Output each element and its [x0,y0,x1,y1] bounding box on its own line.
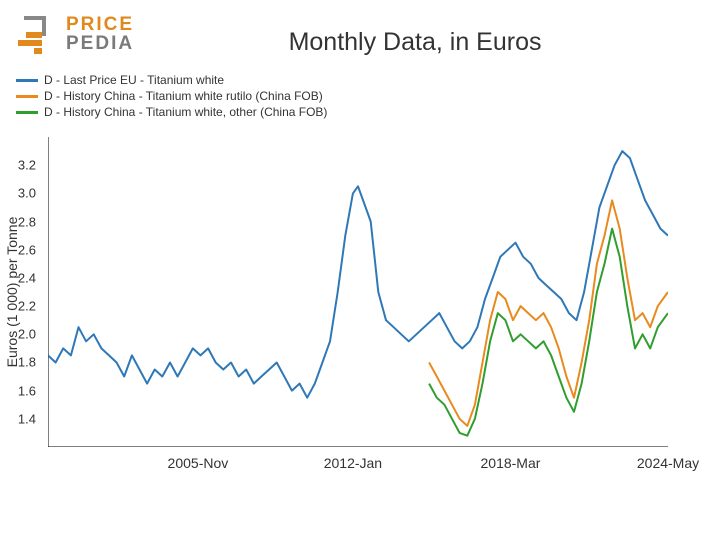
legend-item: D - Last Price EU - Titanium white [16,73,696,87]
legend-swatch [16,95,38,98]
legend-item: D - History China - Titanium white, othe… [16,105,696,119]
y-tick-label: 3.2 [18,158,40,173]
series-china-other [429,229,668,436]
x-tick-label: 2012-Jan [324,455,382,471]
legend-item: D - History China - Titanium white rutil… [16,89,696,103]
y-tick-label: 1.8 [18,355,40,370]
y-tick-label: 2.4 [18,270,40,285]
series-china-rutilo [429,200,668,426]
header: PRICE PEDIA Monthly Data, in Euros [0,0,712,57]
legend-swatch [16,79,38,82]
legend-label: D - History China - Titanium white rutil… [44,89,323,103]
legend-label: D - History China - Titanium white, othe… [44,105,327,119]
logo-line1: PRICE [66,15,134,34]
y-tick-label: 1.6 [18,383,40,398]
series-eu [48,151,668,398]
y-tick-label: 2.8 [18,214,40,229]
logo-line2: PEDIA [66,34,134,53]
x-tick-label: 2024-May [637,455,699,471]
y-tick-label: 2.6 [18,242,40,257]
chart-area: Euros (1 000) per Tonne 1.41.61.82.02.22… [48,137,668,447]
legend-label: D - Last Price EU - Titanium white [44,73,224,87]
line-chart [48,137,668,447]
y-tick-label: 2.0 [18,327,40,342]
y-tick-label: 3.0 [18,186,40,201]
logo-text: PRICE PEDIA [66,15,134,53]
y-axis-label: Euros (1 000) per Tonne [4,217,20,368]
chart-title: Monthly Data, in Euros [134,28,696,57]
x-tick-label: 2018-Mar [480,455,540,471]
pricepedia-logo: PRICE PEDIA [16,12,134,56]
chart-legend: D - Last Price EU - Titanium white D - Hi… [0,57,712,125]
x-tick-label: 2005-Nov [168,455,229,471]
legend-swatch [16,111,38,114]
y-tick-label: 1.4 [18,411,40,426]
y-tick-label: 2.2 [18,299,40,314]
logo-icon [16,12,60,56]
